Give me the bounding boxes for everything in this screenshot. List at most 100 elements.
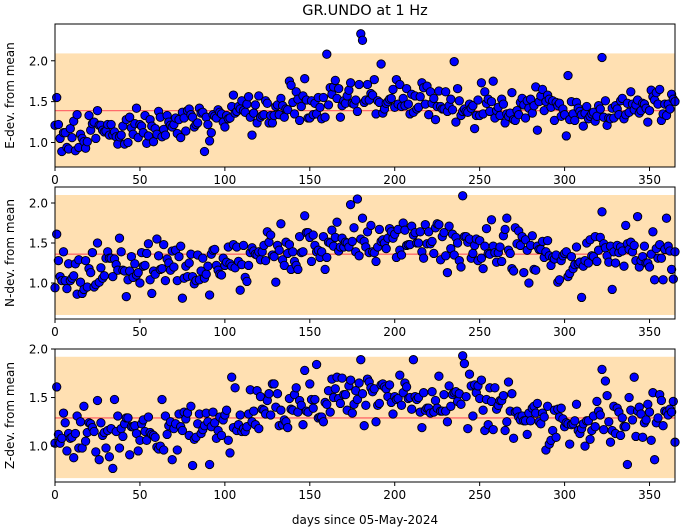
data-point <box>108 463 118 474</box>
data-point <box>401 382 412 392</box>
data-point <box>655 84 665 95</box>
data-point <box>230 383 240 393</box>
panel-e-dev: 0 50 100 150 200 250 300 350 1.0 1.5 2.0 E-dev. f… <box>3 23 680 187</box>
data-point <box>352 194 363 204</box>
data-point <box>142 435 152 445</box>
data-point <box>300 365 310 376</box>
data-point <box>305 379 315 389</box>
data-point <box>503 377 514 387</box>
figure-title: GR.UNDO at 1 Hz <box>302 3 428 19</box>
data-point <box>597 207 607 217</box>
data-point <box>542 235 553 246</box>
data-point <box>644 407 655 417</box>
data-point <box>347 408 357 418</box>
data-point <box>243 260 254 271</box>
data-points <box>50 29 680 157</box>
data-point <box>595 410 605 420</box>
data-point <box>254 423 264 434</box>
data-point <box>449 56 459 67</box>
data-point <box>52 229 62 239</box>
data-point <box>118 431 128 442</box>
data-point <box>286 80 296 90</box>
x-tick-label: 100 <box>213 173 236 187</box>
data-point <box>172 445 182 455</box>
x-tick-label: 150 <box>298 173 321 187</box>
data-point <box>376 59 386 69</box>
data-point <box>318 92 329 103</box>
data-point <box>408 355 419 365</box>
data-point <box>357 35 368 45</box>
data-point <box>176 132 186 143</box>
data-point <box>96 263 106 273</box>
data-point <box>283 422 293 433</box>
data-point <box>537 84 548 95</box>
data-point <box>668 274 678 284</box>
data-point <box>352 394 363 405</box>
data-point <box>658 421 668 431</box>
data-point <box>459 358 470 369</box>
data-point <box>446 94 456 104</box>
data-point <box>468 248 478 259</box>
data-point <box>524 278 534 288</box>
data-point <box>661 213 672 223</box>
x-axis: 0 50 100 150 200 250 300 350 <box>51 319 661 339</box>
data-point <box>318 417 329 427</box>
data-point <box>96 418 106 428</box>
data-point <box>644 262 655 272</box>
data-point <box>507 389 517 399</box>
data-point <box>288 247 298 257</box>
data-point <box>223 435 233 445</box>
data-point <box>203 261 213 271</box>
data-point <box>388 409 398 419</box>
data-point <box>89 426 99 437</box>
data-point <box>216 270 227 280</box>
data-point <box>79 401 89 411</box>
data-point <box>668 396 678 407</box>
x-tick-label: 50 <box>132 325 147 339</box>
data-point <box>347 236 357 247</box>
data-point <box>228 90 239 100</box>
y-axis: 1.0 1.5 2.0 <box>29 54 55 150</box>
data-point <box>283 105 293 115</box>
data-point <box>644 105 655 116</box>
data-point <box>542 401 553 411</box>
data-point <box>320 264 330 275</box>
data-point <box>446 401 456 411</box>
data-point <box>415 227 425 237</box>
y-axis: 1.0 1.5 2.0 <box>29 197 55 291</box>
data-points <box>50 351 680 474</box>
data-point <box>247 130 257 140</box>
data-point <box>648 227 658 237</box>
data-point <box>354 378 364 388</box>
data-point <box>356 355 366 365</box>
x-tick-label: 200 <box>383 173 406 187</box>
y-tick-label: 2.0 <box>29 343 48 357</box>
data-point <box>198 253 208 263</box>
data-point <box>160 130 171 140</box>
data-point <box>617 413 627 423</box>
data-point <box>556 403 566 413</box>
data-point <box>468 101 478 111</box>
data-point <box>269 251 279 262</box>
data-point <box>525 416 536 426</box>
data-point <box>276 219 286 229</box>
data-point <box>345 375 356 385</box>
y-tick-label: 1.5 <box>29 237 48 251</box>
x-tick-label: 300 <box>553 173 576 187</box>
x-tick-label: 300 <box>553 325 576 339</box>
data-point <box>52 382 62 392</box>
data-point <box>322 252 332 263</box>
data-point <box>458 191 468 201</box>
data-point <box>52 92 62 103</box>
data-point <box>269 379 279 389</box>
data-point <box>254 91 264 101</box>
data-point <box>296 101 306 112</box>
x-tick-label: 350 <box>638 488 661 502</box>
data-point <box>80 255 91 266</box>
data-point <box>325 407 335 417</box>
data-point <box>201 269 211 279</box>
data-point <box>84 110 94 121</box>
data-point <box>162 429 172 440</box>
data-point <box>264 389 274 399</box>
